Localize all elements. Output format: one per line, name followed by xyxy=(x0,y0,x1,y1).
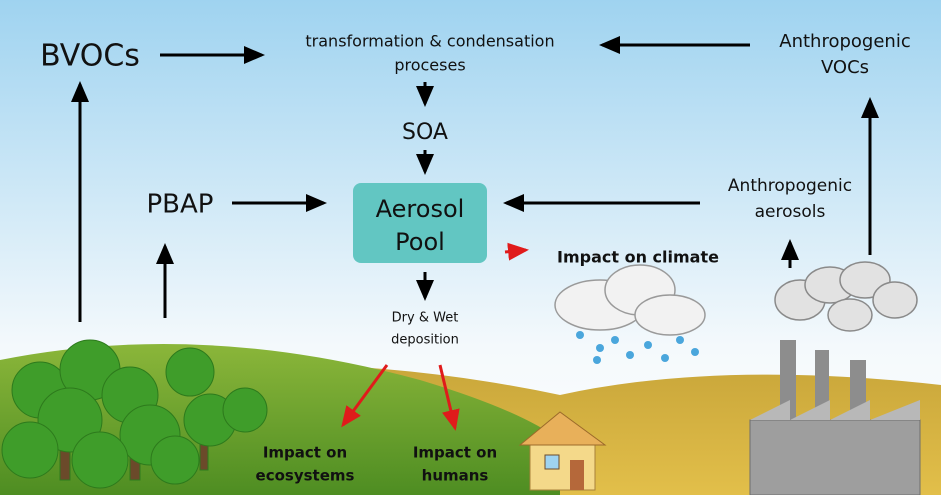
diagram: BVOCs transformation & condensation proc… xyxy=(0,0,941,495)
node-label: aerosols xyxy=(755,202,826,222)
node-label: ecosystems xyxy=(256,467,355,485)
node-label: proceses xyxy=(394,56,465,75)
node-label: deposition xyxy=(391,333,459,348)
node-label: Pool xyxy=(395,228,445,256)
node-label: Aerosol xyxy=(376,195,465,223)
node-label: Anthropogenic xyxy=(779,31,910,52)
node-label: Impact on xyxy=(263,444,347,462)
node-label: Impact on xyxy=(413,444,497,462)
node-label: Anthropogenic xyxy=(728,176,852,196)
node-label: VOCs xyxy=(821,57,869,78)
node-label: SOA xyxy=(402,120,448,145)
node-label: Impact on climate xyxy=(557,248,719,267)
node-label: PBAP xyxy=(147,190,214,220)
node-label: BVOCs xyxy=(40,39,140,74)
node-label: Dry & Wet xyxy=(392,311,459,326)
node-label: transformation & condensation xyxy=(305,32,554,51)
node-label: humans xyxy=(422,467,489,485)
